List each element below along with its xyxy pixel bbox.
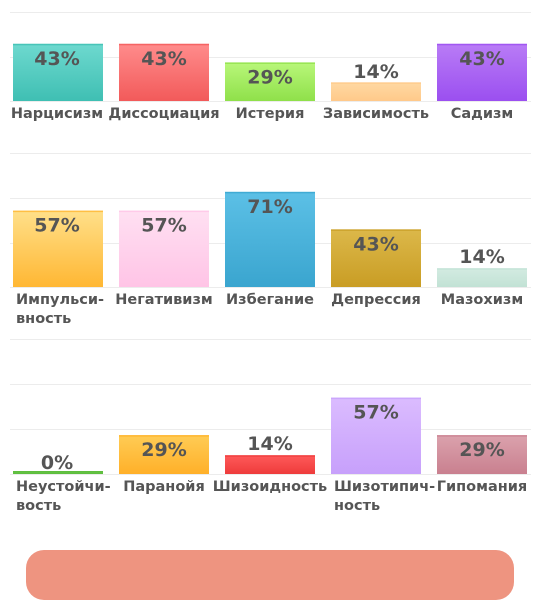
bar-value-label: 57% bbox=[34, 215, 79, 237]
bar-value-label: 29% bbox=[141, 439, 186, 461]
category-label: ность bbox=[334, 498, 380, 514]
category-label: Депрессия bbox=[331, 292, 421, 308]
bar-value-label: 57% bbox=[141, 215, 186, 237]
bar-value-label: 14% bbox=[247, 433, 292, 455]
chart-2: 57% Импульси-вность 57% Негативизм 71% Избега… bbox=[10, 153, 531, 327]
bar bbox=[119, 435, 209, 474]
bar-value-label: 29% bbox=[459, 439, 504, 461]
chart-3: 0% Неустойчи-вость 29% Паранойя 14% Шизоиднос… bbox=[10, 339, 531, 514]
bar bbox=[331, 397, 421, 474]
category-label: Гипомания bbox=[437, 479, 528, 495]
bar-top-edge bbox=[225, 455, 315, 457]
category-label: Шизотипич- bbox=[334, 479, 435, 495]
category-label: Зависимость bbox=[323, 106, 429, 122]
bar-top-edge bbox=[225, 62, 315, 64]
bar-value-label: 71% bbox=[247, 196, 292, 218]
category-label: Неустойчи- bbox=[16, 479, 111, 495]
category-label: вность bbox=[16, 311, 71, 327]
bar bbox=[225, 455, 315, 474]
bar-top-edge bbox=[331, 229, 421, 231]
category-label: Избегание bbox=[226, 292, 314, 308]
bar bbox=[13, 210, 103, 287]
category-label: вость bbox=[16, 498, 61, 514]
bar bbox=[437, 435, 527, 474]
bar-top-edge bbox=[437, 43, 527, 46]
bar-value-label: 0% bbox=[41, 452, 73, 474]
bar bbox=[119, 210, 209, 287]
bar-value-label: 57% bbox=[353, 402, 398, 424]
bar-top-edge bbox=[225, 191, 315, 194]
category-label: Диссоциация bbox=[108, 106, 219, 122]
bar bbox=[437, 268, 527, 287]
bar-value-label: 43% bbox=[34, 48, 79, 70]
bar bbox=[225, 62, 315, 101]
bar-value-label: 43% bbox=[353, 233, 398, 255]
bar-value-label: 14% bbox=[459, 246, 504, 268]
category-label: Паранойя bbox=[123, 479, 205, 495]
category-label: Истерия bbox=[236, 106, 305, 122]
bar-top-edge bbox=[13, 43, 103, 46]
category-label: Нарцисизм bbox=[11, 106, 103, 122]
bar-top-edge bbox=[119, 43, 209, 46]
category-label: Негативизм bbox=[115, 292, 213, 308]
bottom-action-button[interactable] bbox=[26, 550, 514, 600]
bar-top-edge bbox=[331, 82, 421, 84]
category-label: Импульси- bbox=[16, 292, 104, 308]
category-label: Шизоидность bbox=[213, 479, 327, 495]
bar-top-edge bbox=[331, 397, 421, 400]
bar-top-edge bbox=[13, 210, 103, 213]
charts-area: 43% Нарцисизм 43% Диссоциация 29% Истерия 14% З… bbox=[10, 12, 531, 514]
category-label: Садизм bbox=[451, 106, 514, 122]
chart-1: 43% Нарцисизм 43% Диссоциация 29% Истерия 14% З… bbox=[10, 12, 531, 122]
bar bbox=[225, 191, 315, 287]
bar-top-edge bbox=[119, 210, 209, 213]
bar-top-edge bbox=[119, 435, 209, 437]
bar-value-label: 43% bbox=[459, 48, 504, 70]
bar bbox=[331, 229, 421, 287]
bar-value-label: 43% bbox=[141, 48, 186, 70]
bar-top-edge bbox=[437, 268, 527, 270]
bar bbox=[13, 43, 103, 101]
bar-top-edge bbox=[13, 471, 103, 473]
category-label: Мазохизм bbox=[441, 292, 523, 308]
bar-value-label: 14% bbox=[353, 61, 398, 83]
bar bbox=[331, 82, 421, 101]
bar-top-edge bbox=[437, 435, 527, 437]
bar-value-label: 29% bbox=[247, 66, 292, 88]
bar bbox=[119, 43, 209, 101]
bar bbox=[437, 43, 527, 101]
